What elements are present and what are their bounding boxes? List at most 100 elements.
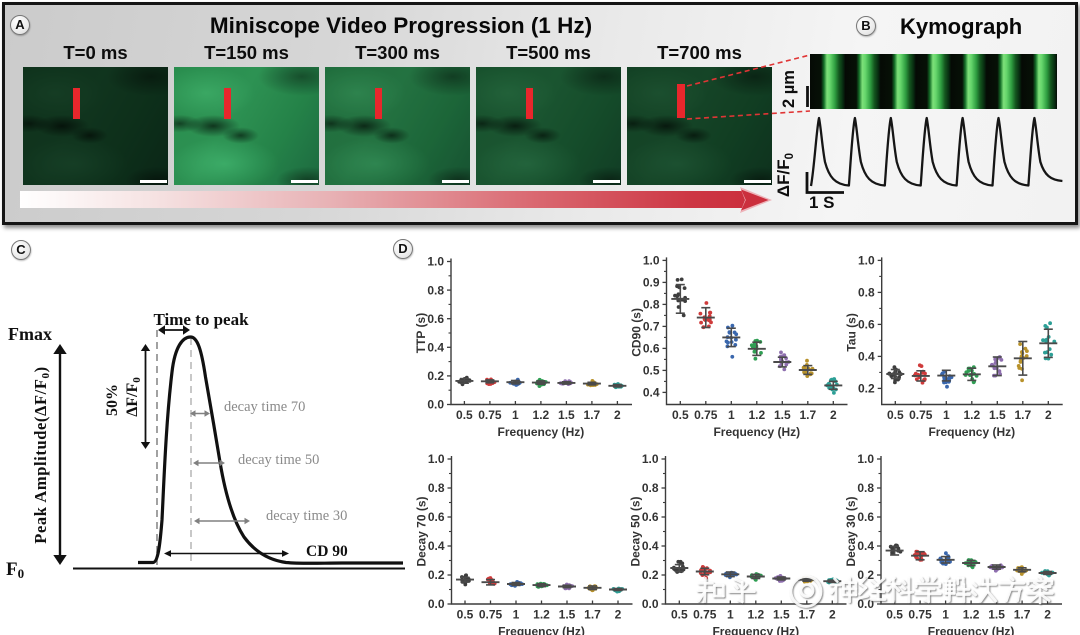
svg-text:decay time 70: decay time 70 (224, 399, 305, 415)
svg-text:0.75: 0.75 (908, 608, 932, 622)
svg-text:1.0: 1.0 (643, 254, 660, 268)
svg-text:decay time 30: decay time 30 (266, 508, 347, 524)
svg-text:ΔF/F0: ΔF/F0 (124, 377, 143, 417)
svg-text:1.2: 1.2 (748, 408, 765, 422)
svg-text:2: 2 (1044, 608, 1051, 622)
svg-text:1.0: 1.0 (428, 452, 445, 466)
svg-text:1.5: 1.5 (559, 608, 576, 622)
svg-text:1: 1 (943, 408, 950, 422)
svg-text:0.5: 0.5 (456, 408, 473, 422)
svg-text:2: 2 (1045, 408, 1052, 422)
svg-text:0.9: 0.9 (643, 276, 660, 290)
svg-text:0.2: 0.2 (857, 568, 874, 582)
svg-text:0.0: 0.0 (642, 597, 659, 611)
svg-text:0.0: 0.0 (857, 597, 874, 611)
svg-text:0.6: 0.6 (643, 342, 660, 356)
svg-text:1.5: 1.5 (988, 608, 1005, 622)
svg-text:0.6: 0.6 (642, 510, 659, 524)
svg-text:Frequency (Hz): Frequency (Hz) (712, 625, 799, 635)
svg-text:1: 1 (727, 608, 734, 622)
svg-text:0.5: 0.5 (457, 608, 474, 622)
svg-text:1.0: 1.0 (427, 255, 444, 269)
svg-text:1.5: 1.5 (774, 408, 791, 422)
svg-text:0.4: 0.4 (642, 539, 659, 553)
svg-text:0.6: 0.6 (858, 318, 875, 332)
svg-text:0.0: 0.0 (427, 398, 444, 412)
svg-text:1.5: 1.5 (989, 408, 1006, 422)
svg-text:Time to peak: Time to peak (153, 310, 249, 329)
svg-text:TTP (s): TTP (s) (414, 313, 428, 353)
svg-text:0.75: 0.75 (694, 408, 718, 422)
svg-text:1: 1 (512, 408, 519, 422)
svg-text:1.7: 1.7 (1014, 608, 1031, 622)
svg-text:1.2: 1.2 (747, 608, 764, 622)
svg-text:0.2: 0.2 (642, 568, 659, 582)
svg-text:0.5: 0.5 (643, 364, 660, 378)
svg-text:1.0: 1.0 (857, 452, 874, 466)
svg-text:0.5: 0.5 (887, 408, 904, 422)
svg-text:0.8: 0.8 (642, 481, 659, 495)
svg-text:0.4: 0.4 (428, 539, 445, 553)
svg-text:Frequency (Hz): Frequency (Hz) (928, 425, 1015, 439)
svg-text:0.2: 0.2 (428, 568, 445, 582)
svg-text:0.4: 0.4 (427, 341, 444, 355)
svg-text:1.5: 1.5 (773, 608, 790, 622)
svg-text:0.6: 0.6 (427, 312, 444, 326)
svg-text:1.7: 1.7 (584, 408, 601, 422)
svg-text:0.0: 0.0 (428, 597, 445, 611)
svg-text:0.6: 0.6 (428, 510, 445, 524)
svg-text:0.4: 0.4 (857, 539, 874, 553)
svg-text:0.6: 0.6 (857, 510, 874, 524)
svg-text:0.75: 0.75 (693, 608, 717, 622)
svg-text:CD 90: CD 90 (306, 543, 348, 560)
svg-text:decay time 50: decay time 50 (238, 452, 319, 468)
svg-text:Decay 30 (s): Decay 30 (s) (844, 496, 858, 566)
svg-text:0.8: 0.8 (857, 481, 874, 495)
svg-text:ΔF/F0: ΔF/F0 (774, 153, 796, 197)
svg-text:1.2: 1.2 (533, 408, 550, 422)
svg-text:0.5: 0.5 (671, 608, 688, 622)
svg-text:50%: 50% (104, 384, 121, 416)
svg-text:Frequency (Hz): Frequency (Hz) (928, 625, 1015, 635)
svg-text:Frequency (Hz): Frequency (Hz) (713, 425, 800, 439)
svg-text:2: 2 (830, 408, 837, 422)
svg-text:Decay 70 (s): Decay 70 (s) (415, 496, 429, 566)
svg-text:1.7: 1.7 (1014, 408, 1031, 422)
svg-text:Decay 50 (s): Decay 50 (s) (629, 496, 643, 566)
svg-text:Frequency (Hz): Frequency (Hz) (498, 425, 585, 439)
svg-text:1.7: 1.7 (798, 608, 815, 622)
svg-text:CD90 (s): CD90 (s) (630, 308, 644, 357)
svg-text:0.2: 0.2 (427, 369, 444, 383)
svg-text:0.5: 0.5 (672, 408, 689, 422)
svg-text:0.8: 0.8 (427, 283, 444, 297)
svg-text:0.4: 0.4 (643, 386, 660, 400)
svg-text:0.8: 0.8 (858, 286, 875, 300)
svg-text:1.5: 1.5 (558, 408, 575, 422)
svg-text:2: 2 (615, 608, 622, 622)
svg-text:0.75: 0.75 (909, 408, 933, 422)
svg-text:0.8: 0.8 (643, 298, 660, 312)
svg-text:1: 1 (728, 408, 735, 422)
svg-text:Frequency (Hz): Frequency (Hz) (498, 625, 585, 635)
svg-text:1.7: 1.7 (799, 408, 816, 422)
svg-text:1 S: 1 S (809, 193, 835, 212)
svg-text:0.8: 0.8 (428, 481, 445, 495)
svg-text:0.4: 0.4 (858, 350, 875, 364)
svg-text:0.75: 0.75 (478, 408, 502, 422)
svg-text:0.75: 0.75 (479, 608, 503, 622)
svg-text:1.0: 1.0 (642, 452, 659, 466)
svg-text:1.2: 1.2 (963, 408, 980, 422)
svg-text:Fmax: Fmax (8, 324, 52, 344)
svg-text:1.7: 1.7 (584, 608, 601, 622)
svg-text:0.7: 0.7 (643, 320, 660, 334)
svg-text:1.0: 1.0 (858, 254, 875, 268)
svg-text:Peak Amplitude(ΔF/F0): Peak Amplitude(ΔF/F0) (31, 366, 52, 543)
svg-text:2: 2 (614, 408, 621, 422)
svg-text:0.5: 0.5 (886, 608, 903, 622)
svg-text:2: 2 (829, 608, 836, 622)
svg-text:0.2: 0.2 (858, 382, 875, 396)
svg-text:1.2: 1.2 (533, 608, 550, 622)
svg-text:Tau (s): Tau (s) (845, 313, 859, 351)
svg-text:1.2: 1.2 (963, 608, 980, 622)
svg-text:1: 1 (942, 608, 949, 622)
